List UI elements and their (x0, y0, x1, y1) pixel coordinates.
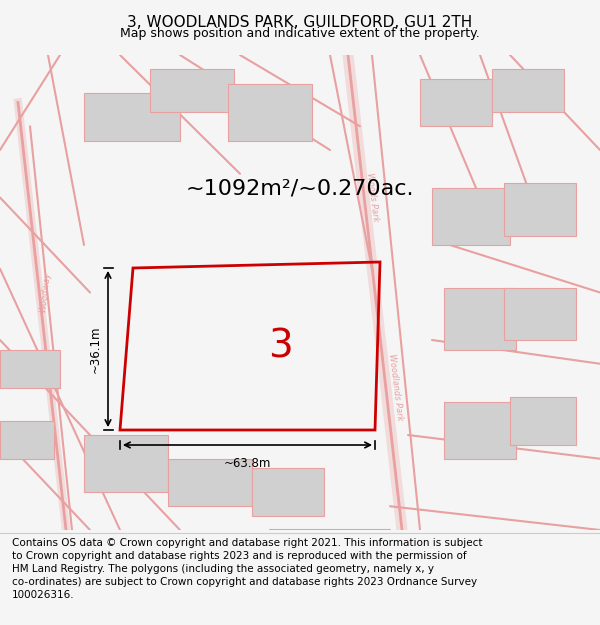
Bar (504, 183, 576, 236)
Text: Woodlands Park: Woodlands Park (388, 354, 404, 421)
Bar (252, 468, 324, 516)
Bar (492, 69, 564, 112)
Bar (150, 69, 234, 112)
Bar (84, 93, 180, 141)
Text: Contains OS data © Crown copyright and database right 2021. This information is : Contains OS data © Crown copyright and d… (12, 538, 482, 601)
Bar (504, 288, 576, 340)
Bar (0, 421, 54, 459)
Bar (510, 397, 576, 444)
Bar (444, 288, 516, 349)
Text: ~1092m²/~0.270ac.: ~1092m²/~0.270ac. (186, 178, 414, 198)
Text: 3: 3 (268, 327, 292, 365)
Bar (432, 188, 510, 245)
Text: Map shows position and indicative extent of the property.: Map shows position and indicative extent… (120, 27, 480, 39)
Bar (420, 79, 492, 126)
Text: 3, WOODLANDS PARK, GUILDFORD, GU1 2TH: 3, WOODLANDS PARK, GUILDFORD, GU1 2TH (127, 16, 473, 31)
Text: ~63.8m: ~63.8m (224, 457, 271, 470)
Text: Woodway: Woodway (38, 272, 52, 313)
Bar (168, 459, 252, 506)
Bar (444, 402, 516, 459)
Text: Woods Park: Woods Park (365, 173, 379, 222)
Text: ~36.1m: ~36.1m (89, 325, 102, 372)
Bar (228, 84, 312, 141)
Bar (0, 349, 60, 388)
Bar (84, 435, 168, 492)
